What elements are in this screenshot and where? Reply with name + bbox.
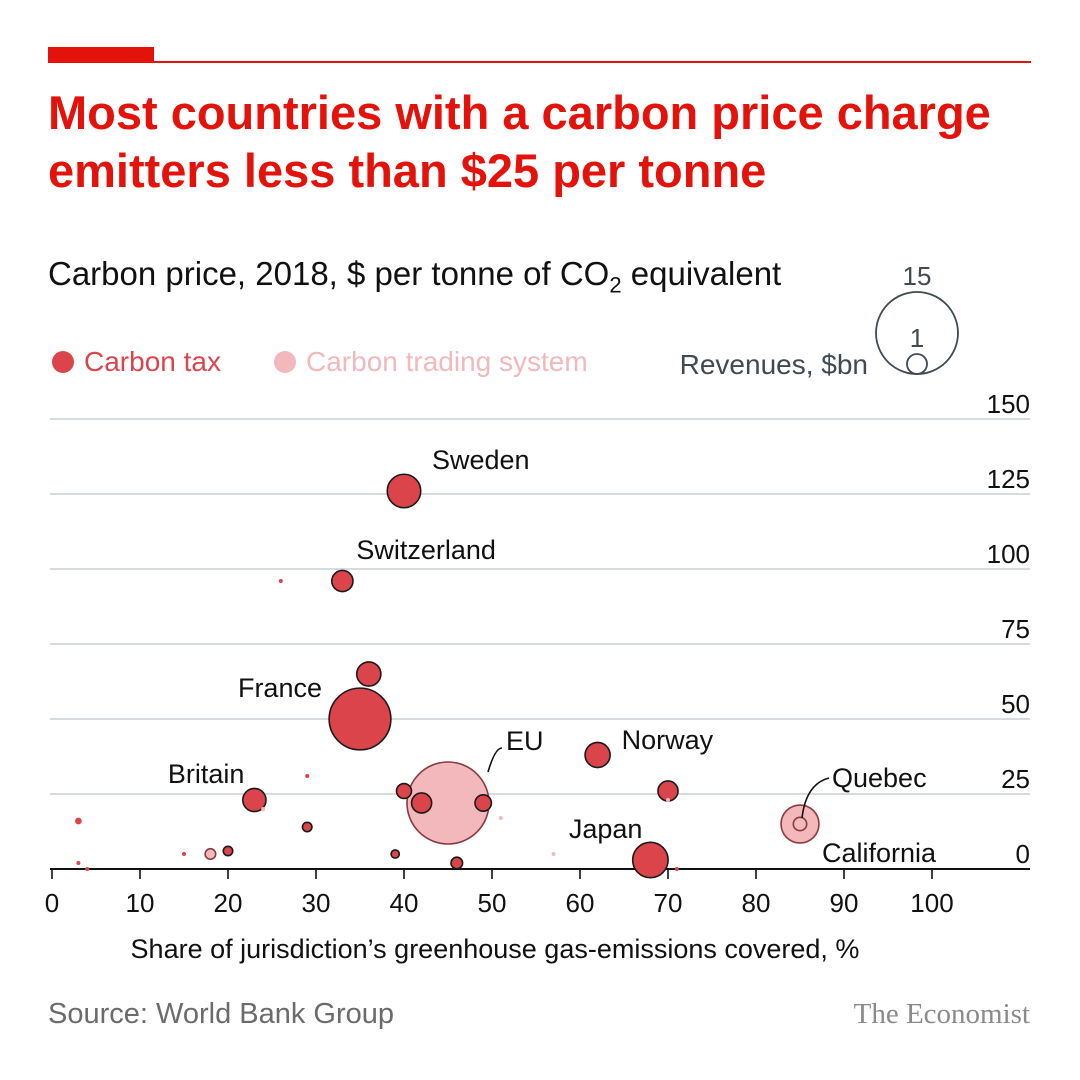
point-labels: Sweden Switzerland France Norway Britain Japa… (168, 445, 937, 868)
tax-point (75, 817, 82, 825)
tax-point (278, 579, 283, 583)
y-tick-75: 75 (1001, 614, 1030, 644)
legend-trading-label: Carbon trading system (306, 346, 588, 377)
x-tick-100: 100 (910, 888, 953, 918)
x-tick-80: 80 (742, 888, 771, 918)
size-legend-title: Revenues, $bn (680, 349, 868, 380)
size-legend: 15 1 Revenues, $bn (680, 261, 959, 380)
size-legend-small-circle (906, 353, 928, 375)
france-tax-point (328, 687, 392, 751)
tax-point (390, 849, 401, 859)
y-tick-0: 0 (1016, 839, 1030, 869)
quebec-leader-line (801, 777, 830, 819)
tax-point (355, 661, 382, 687)
subtitle-subscript: 2 (609, 272, 622, 298)
x-tick-40: 40 (390, 888, 419, 918)
label-norway: Norway (622, 725, 714, 755)
tax-point (674, 867, 679, 871)
x-tick-20: 20 (214, 888, 243, 918)
x-tick-90: 90 (830, 888, 859, 918)
label-sweden: Sweden (432, 445, 530, 475)
accent-bar (48, 47, 154, 61)
legend-carbon-tax: Carbon tax (52, 342, 221, 382)
tax-point (474, 793, 493, 812)
trade-point (666, 798, 670, 802)
label-switzerland: Switzerland (356, 535, 496, 565)
chart-subtitle: Carbon price, 2018, $ per tonne of CO2 e… (48, 252, 781, 308)
tax-point (410, 792, 433, 814)
x-tick-60: 60 (566, 888, 595, 918)
x-tick-70: 70 (654, 888, 683, 918)
data-marks (75, 473, 820, 879)
britain-tax-point (242, 787, 267, 813)
source-note: Source: World Bank Group (48, 998, 395, 1030)
legend-carbon-trading: Carbon trading system (274, 342, 588, 382)
top-rule (48, 61, 1031, 63)
y-tick-100: 100 (987, 539, 1030, 569)
tax-point (305, 774, 310, 778)
tax-point (76, 861, 81, 865)
trade-point (551, 852, 556, 856)
tax-point (395, 782, 413, 800)
trade-point (498, 816, 503, 820)
x-tick-50: 50 (478, 888, 507, 918)
y-tick-150: 150 (987, 389, 1030, 419)
size-legend-large-label: 15 (903, 261, 932, 291)
x-tick-10: 10 (126, 888, 155, 918)
switzerland-tax-point (331, 569, 354, 593)
tax-point (182, 852, 186, 856)
legend-trading-swatch (274, 351, 296, 373)
label-britain: Britain (168, 759, 245, 789)
eu-leader-line (487, 747, 503, 773)
tax-point (450, 856, 464, 870)
trade-point (204, 847, 217, 861)
legend-tax-label: Carbon tax (84, 346, 221, 377)
y-tick-labels: 0 25 50 75 100 125 150 (987, 389, 1030, 869)
label-france: France (238, 673, 322, 703)
brand-logo: The Economist (853, 998, 1030, 1030)
x-tick-0: 0 (45, 888, 59, 918)
subtitle-main: Carbon price, 2018, $ per tonne of CO (48, 255, 610, 292)
tax-point (222, 845, 234, 857)
x-axis-label: Share of jurisdiction’s greenhouse gas-e… (131, 934, 860, 964)
legend-tax-swatch (52, 351, 74, 373)
quebec-trade-point (792, 816, 808, 832)
x-axis: 0 10 20 30 40 50 60 70 80 90 100 (45, 868, 1030, 918)
chart-title: Most countries with a carbon price charg… (48, 86, 991, 197)
y-tick-50: 50 (1001, 689, 1030, 719)
label-california: California (822, 838, 937, 868)
label-japan: Japan (569, 814, 643, 844)
label-quebec: Quebec (832, 763, 927, 793)
tax-point (85, 867, 90, 871)
y-tick-125: 125 (987, 464, 1030, 494)
label-eu: EU (506, 726, 544, 756)
trade-point (261, 807, 266, 811)
size-legend-small-label: 1 (910, 323, 924, 353)
y-tick-25: 25 (1001, 764, 1030, 794)
subtitle-tail: equivalent (621, 255, 782, 292)
tax-point (301, 821, 313, 833)
japan-tax-point (631, 841, 669, 879)
sweden-tax-point (386, 473, 422, 509)
norway-tax-point (584, 741, 611, 769)
x-tick-30: 30 (302, 888, 331, 918)
grid-lines (50, 418, 1030, 795)
